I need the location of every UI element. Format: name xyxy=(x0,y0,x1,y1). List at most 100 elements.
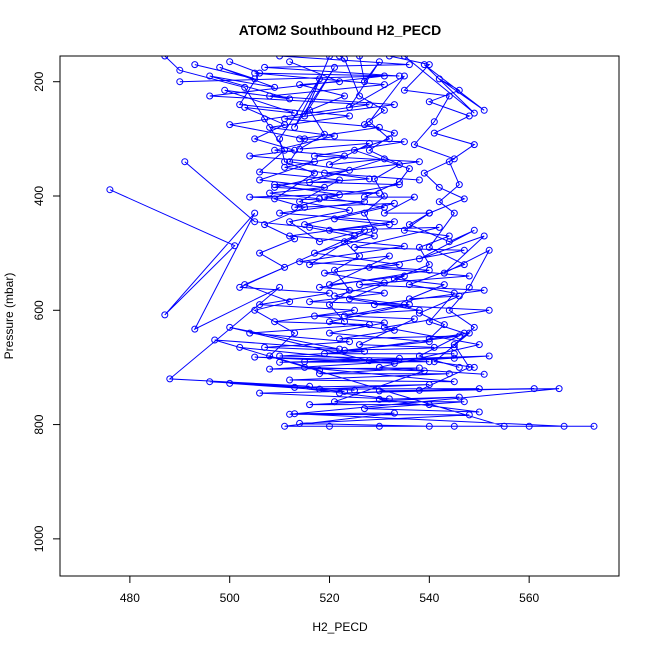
data-point xyxy=(341,387,348,395)
data-point xyxy=(465,112,473,120)
data-point xyxy=(221,86,229,94)
data-point xyxy=(485,246,493,254)
data-point xyxy=(216,63,224,71)
series-line-0 xyxy=(109,189,594,427)
data-point xyxy=(316,195,323,203)
data-point xyxy=(211,336,219,344)
data-point xyxy=(435,183,443,191)
data-point xyxy=(281,163,289,171)
data-point xyxy=(361,78,368,86)
data-point xyxy=(326,422,333,430)
data-point xyxy=(450,209,458,217)
data-point xyxy=(316,370,323,378)
data-point xyxy=(385,395,393,403)
data-point xyxy=(415,158,423,166)
data-point xyxy=(395,354,403,362)
data-point xyxy=(390,199,398,207)
data-point xyxy=(286,376,294,384)
data-point xyxy=(445,158,453,166)
data-point xyxy=(316,366,323,374)
data-point xyxy=(191,325,199,333)
x-tick-label: 560 xyxy=(519,591,539,605)
data-point xyxy=(430,343,438,351)
data-point xyxy=(286,410,294,418)
data-point xyxy=(405,221,413,229)
y-tick-label: 400 xyxy=(32,186,46,206)
data-point xyxy=(296,135,304,143)
data-point xyxy=(291,146,299,154)
series-line-10 xyxy=(254,56,420,181)
data-point xyxy=(281,263,289,271)
data-point xyxy=(380,81,388,89)
data-point xyxy=(321,269,328,277)
data-point xyxy=(450,354,458,362)
data-point xyxy=(415,243,423,251)
data-point xyxy=(256,249,264,257)
data-point xyxy=(271,318,279,326)
data-point xyxy=(291,203,299,211)
data-point xyxy=(191,61,199,69)
data-point xyxy=(425,261,433,269)
data-point xyxy=(455,332,463,340)
data-point xyxy=(306,401,314,409)
data-point xyxy=(435,75,443,83)
data-point xyxy=(341,56,348,63)
data-point xyxy=(470,109,478,117)
data-point xyxy=(425,401,433,409)
data-point xyxy=(266,365,274,373)
data-point xyxy=(390,129,398,137)
data-point xyxy=(351,306,358,314)
data-point xyxy=(266,189,274,197)
data-point xyxy=(400,56,408,60)
data-point xyxy=(430,129,438,137)
series-line-8 xyxy=(229,61,435,348)
data-point xyxy=(455,181,463,189)
data-point xyxy=(415,386,423,394)
data-point xyxy=(390,101,398,109)
data-point xyxy=(331,266,338,274)
data-point xyxy=(525,422,533,430)
data-point xyxy=(161,56,169,60)
data-point xyxy=(415,255,423,263)
data-point xyxy=(276,135,284,143)
data-point xyxy=(311,152,318,160)
data-point xyxy=(341,92,348,100)
x-tick-label: 540 xyxy=(419,591,439,605)
data-point xyxy=(336,389,343,397)
data-point xyxy=(440,281,448,289)
data-point xyxy=(380,323,388,331)
series-line-11 xyxy=(328,56,401,323)
data-point xyxy=(400,226,408,234)
data-point xyxy=(226,323,234,331)
data-point xyxy=(256,301,264,309)
chart-title: ATOM2 Southbound H2_PECD xyxy=(239,22,441,38)
data-point xyxy=(306,223,314,231)
data-point xyxy=(296,81,304,89)
data-point xyxy=(395,161,403,169)
data-point xyxy=(460,398,468,406)
plot-area xyxy=(106,56,598,430)
data-point xyxy=(286,95,294,103)
data-point xyxy=(316,283,323,291)
data-point xyxy=(390,218,398,226)
data-point xyxy=(356,92,363,100)
data-point xyxy=(405,295,413,303)
data-point xyxy=(251,209,259,217)
data-point xyxy=(321,169,328,177)
data-point xyxy=(485,306,493,314)
data-point xyxy=(375,123,383,131)
data-point xyxy=(475,385,483,393)
series-line-12 xyxy=(184,161,400,359)
y-axis: 200 400 600 800 1000 xyxy=(32,71,61,552)
data-point xyxy=(356,281,363,289)
data-point xyxy=(380,192,388,200)
data-point xyxy=(375,395,383,403)
data-point xyxy=(425,318,433,326)
data-point xyxy=(425,335,433,343)
data-point xyxy=(226,121,234,129)
data-point xyxy=(470,323,478,331)
data-point xyxy=(450,378,458,386)
data-point xyxy=(375,422,383,430)
data-point xyxy=(331,63,338,71)
